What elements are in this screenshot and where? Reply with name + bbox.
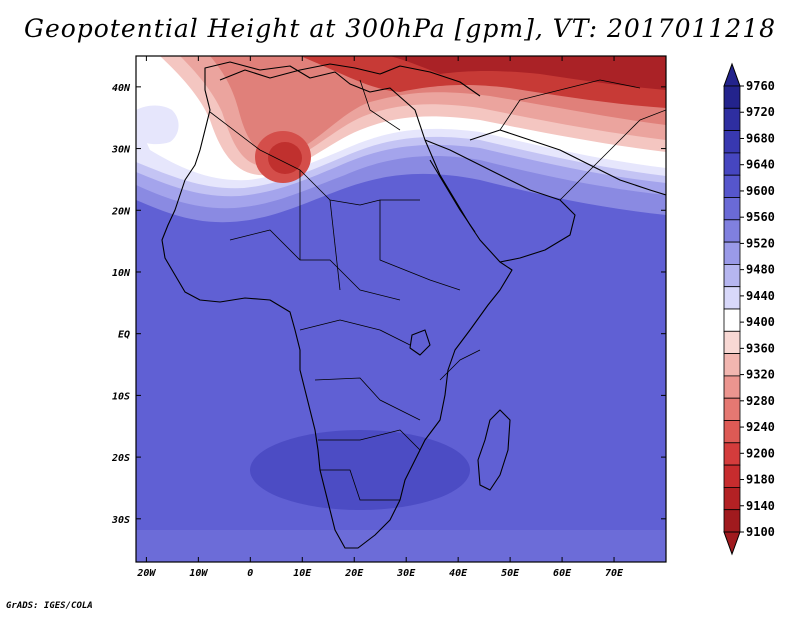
y-tick-label: 40N (112, 83, 131, 94)
x-tick-label: 10E (293, 568, 312, 579)
colorbar-swatch (723, 397, 741, 421)
colorbar-swatch (723, 375, 741, 399)
colorbar-swatch (723, 152, 741, 176)
x-tick-label: 30E (396, 568, 416, 579)
colorbar-swatch (723, 286, 741, 310)
y-tick-label: 30N (111, 145, 131, 156)
colorbar-min-arrow (723, 531, 741, 556)
colorbar-swatch (723, 263, 741, 288)
colorbar-label: 9680 (746, 131, 775, 145)
y-tick-label: 30S (111, 515, 130, 526)
colorbar-swatch (723, 174, 741, 198)
colorbar-swatch (723, 486, 741, 511)
x-tick-label: 20W (136, 568, 156, 579)
y-tick-label: EQ (118, 330, 130, 341)
height-field (136, 56, 666, 562)
colorbar-swatch (723, 464, 741, 488)
colorbar-swatch (723, 442, 741, 466)
colorbar-swatch (723, 353, 741, 377)
colorbar-label: 9760 (746, 79, 775, 93)
x-tick-label: 40E (449, 568, 468, 579)
y-axis: 40N 30N 20N 10N EQ 10S 20S 30S (111, 83, 666, 526)
colorbar-label: 9720 (746, 105, 775, 119)
colorbar-swatch (723, 330, 741, 354)
y-tick-label: 20N (111, 206, 131, 217)
colorbar-label: 9600 (746, 184, 775, 198)
x-tick-label: 0 (247, 568, 253, 579)
colorbar-label: 9240 (746, 420, 775, 434)
x-axis: 20W 10W 0 10E 20E 30E 40E 50E 60E 70E (136, 56, 624, 579)
y-tick-label: 10S (112, 391, 130, 402)
colorbar-label: 9400 (746, 315, 775, 329)
x-tick-label: 10W (189, 568, 208, 579)
credit-label: GrADS: IGES/COLA (6, 601, 93, 611)
colorbar-label: 9140 (746, 499, 775, 513)
y-tick-label: 10N (112, 268, 131, 279)
y-tick-label: 20S (111, 453, 130, 464)
plot-frame (135, 55, 667, 563)
page-title: Geopotential Height at 300hPa [gpm], VT:… (23, 14, 777, 43)
colorbar-swatch (723, 308, 741, 332)
colorbar-swatch (723, 197, 741, 221)
colorbar-swatch (723, 509, 741, 533)
colorbar-label: 9640 (746, 158, 775, 172)
colorbar-label: 9480 (746, 263, 775, 277)
colorbar: 9760 9720 9680 9640 9600 9560 9520 9480 9440 9400… (723, 62, 775, 556)
colorbar-label: 9100 (746, 525, 775, 539)
colorbar-swatch (723, 85, 741, 109)
colorbar-label: 9180 (746, 473, 775, 487)
colorbar-label: 9360 (746, 341, 775, 355)
colorbar-swatch (723, 130, 741, 154)
colorbar-label: 9320 (746, 368, 775, 382)
x-tick-label: 70E (605, 568, 624, 579)
colorbar-swatch (723, 420, 741, 444)
x-tick-label: 60E (553, 568, 572, 579)
colorbar-label: 9520 (746, 236, 775, 250)
colorbar-max-arrow (723, 62, 741, 87)
x-tick-label: 50E (501, 568, 520, 579)
colorbar-swatch (723, 107, 741, 132)
colorbar-label: 9440 (746, 289, 775, 303)
colorbar-label: 9560 (746, 210, 775, 224)
colorbar-label: 9280 (746, 394, 775, 408)
colorbar-swatch (723, 241, 741, 265)
colorbar-label: 9200 (746, 446, 775, 460)
colorbar-swatch (723, 219, 741, 243)
x-tick-label: 20E (344, 568, 364, 579)
southern-trough (250, 430, 470, 510)
africa-coastline (161, 61, 666, 549)
